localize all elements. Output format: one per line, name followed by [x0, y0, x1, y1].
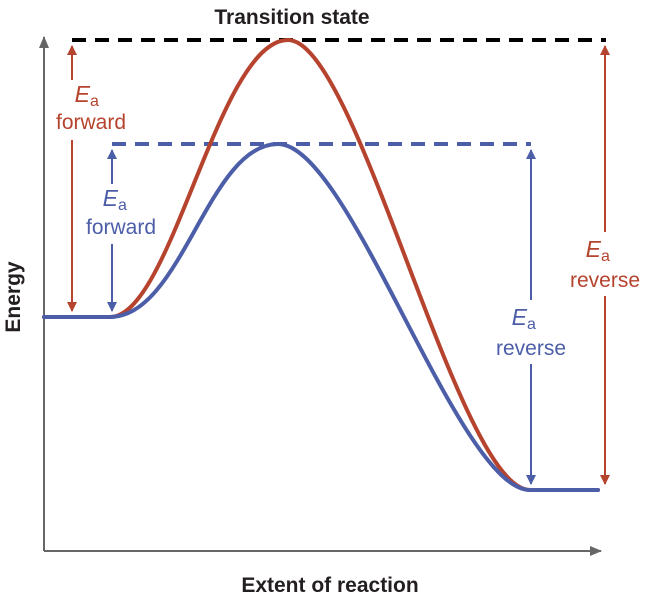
y-axis-label: Energy — [2, 261, 25, 333]
x-axis-label: Extent of reaction — [241, 574, 418, 597]
uncatalyzed-forward-label: Ea forward — [56, 81, 126, 134]
catalyzed-reverse-label: Ea reverse — [496, 304, 566, 360]
catalyzed-reaction-curve — [42, 141, 600, 492]
uncatalyzed-reverse-label: Ea reverse — [570, 236, 640, 292]
catalyzed-forward-label: Ea forward — [86, 185, 156, 239]
uncatalyzed-reaction-curve — [42, 37, 600, 492]
diagram-title: Transition state — [214, 6, 369, 29]
